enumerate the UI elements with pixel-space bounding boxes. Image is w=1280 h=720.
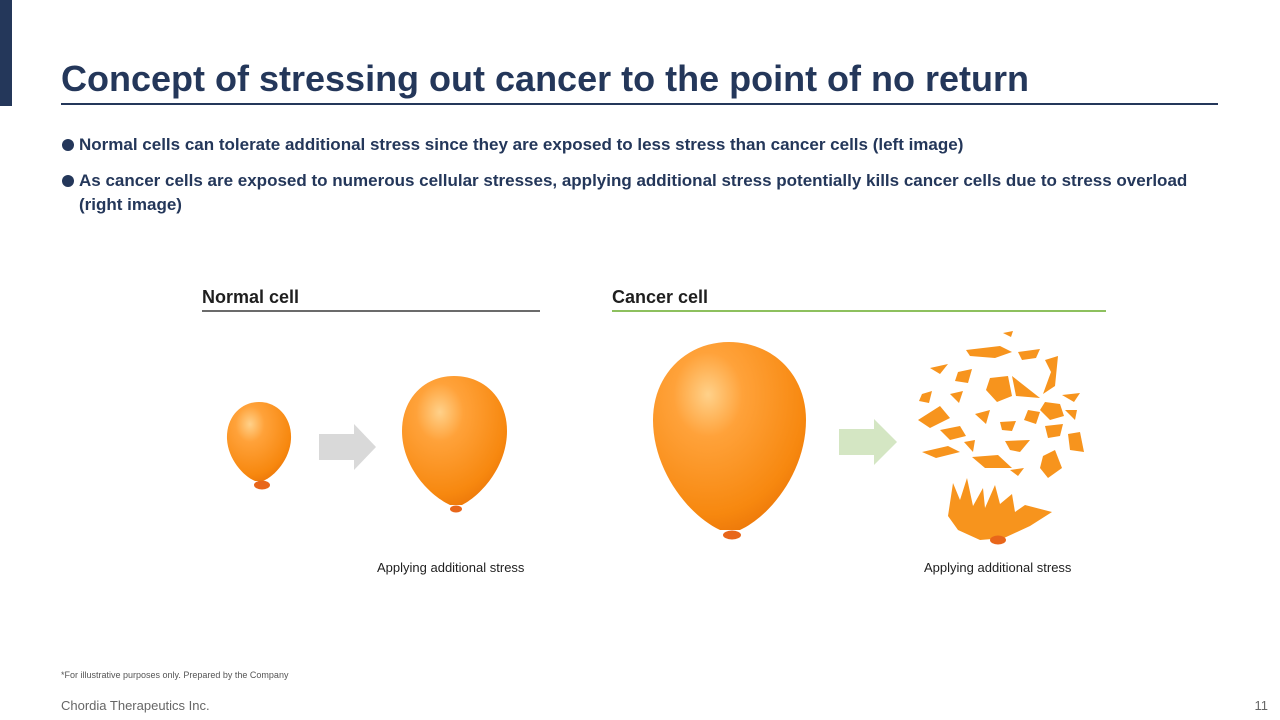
gray-arrow-icon: [319, 424, 376, 470]
normal-cell-rule: [202, 310, 540, 312]
bullet-dot-icon: [62, 139, 74, 151]
bullet-text: Normal cells can tolerate additional str…: [79, 135, 964, 154]
cancer-cell-title: Cancer cell: [612, 287, 709, 307]
cancer-cell-rule: [612, 310, 1106, 312]
title-underline: [61, 103, 1218, 105]
large-balloon-icon: [653, 342, 806, 540]
footnote: *For illustrative purposes only. Prepare…: [61, 670, 289, 680]
green-arrow-icon: [839, 419, 897, 465]
normal-cell-title: Normal cell: [202, 287, 300, 307]
cancer-cell-caption: Applying additional stress: [924, 560, 1072, 575]
page-number: 11: [1254, 698, 1269, 713]
bullet-item: As cancer cells are exposed to numerous …: [62, 169, 1212, 217]
accent-bar: [0, 0, 12, 106]
company-name: Chordia Therapeutics Inc.: [61, 698, 210, 713]
inflated-balloon-icon: [402, 376, 507, 513]
small-balloon-icon: [226, 402, 292, 490]
bullet-dot-icon: [62, 175, 74, 187]
normal-cell-caption: Applying additional stress: [377, 560, 525, 575]
bullet-item: Normal cells can tolerate additional str…: [62, 133, 1212, 157]
bullet-list: Normal cells can tolerate additional str…: [62, 133, 1212, 229]
burst-balloon-icon: [918, 331, 1084, 545]
bullet-text: As cancer cells are exposed to numerous …: [79, 171, 1188, 214]
slide-title: Concept of stressing out cancer to the p…: [61, 58, 1030, 99]
